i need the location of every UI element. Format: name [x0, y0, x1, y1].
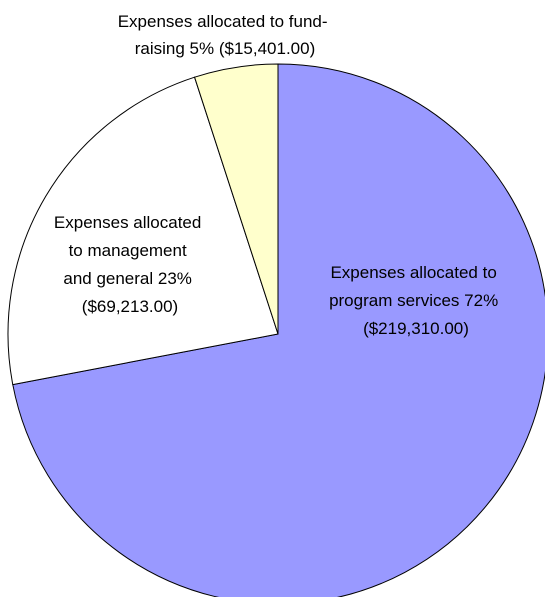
- pie-slice-management-general: [7, 76, 279, 386]
- slice-label-fund-raising: Expenses allocated to fund- raising 5% (…: [118, 12, 333, 58]
- slice-label-management-general: Expenses allocated to management and gen…: [54, 213, 206, 316]
- pie-slices: [7, 63, 545, 597]
- slice-label-program-services: Expenses allocated to program services 7…: [329, 263, 503, 338]
- pie-labels: Expenses allocated to program services 7…: [54, 12, 503, 338]
- pie-slice-fund-raising: [193, 63, 279, 335]
- pie-slice-program-services: [12, 63, 545, 597]
